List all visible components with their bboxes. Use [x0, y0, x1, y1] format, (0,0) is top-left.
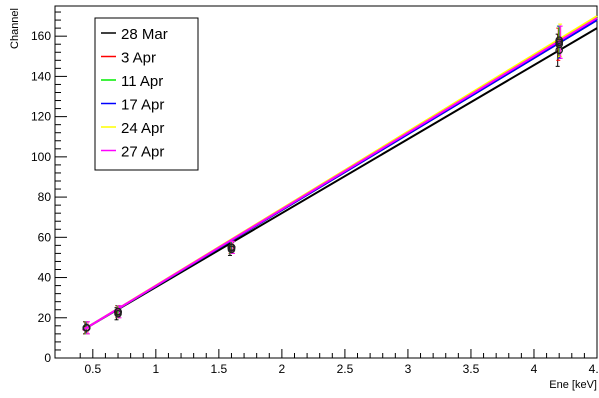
- legend-label: 3 Apr: [121, 50, 156, 67]
- data-point: [114, 307, 122, 316]
- series-layer: [82, 15, 598, 335]
- y-tick-label: 0: [44, 351, 51, 365]
- x-tick-label: 1: [152, 362, 159, 376]
- y-tick-label: 120: [31, 110, 51, 124]
- y-tick-label: 160: [31, 29, 51, 43]
- x-tick-label: 3.5: [463, 362, 480, 376]
- x-tick-label: 0.5: [84, 362, 101, 376]
- x-axis-title: Ene [keV]: [549, 379, 597, 391]
- y-tick-label: 40: [38, 271, 52, 285]
- y-tick-label: 20: [38, 311, 52, 325]
- x-tick-label: 2: [279, 362, 286, 376]
- x-tick-label: 4: [531, 362, 538, 376]
- data-point: [555, 38, 564, 47]
- legend: 28 Mar 3 Apr 11 Apr 17 Apr 24 Apr 27 Apr: [94, 17, 199, 171]
- legend-box: [94, 17, 199, 171]
- data-markers: [82, 36, 564, 332]
- legend-label: 28 Mar: [121, 26, 168, 43]
- y-tick-label: 60: [38, 230, 52, 244]
- fit-line: [82, 27, 598, 331]
- x-tick-label: 2.5: [337, 362, 354, 376]
- y-axis-title: Channel: [9, 8, 21, 49]
- x-axis: 0.5 1 1.5 2 2.5 3 3.5 4 4.5: [79, 349, 599, 376]
- x-tick-label: 3: [405, 362, 412, 376]
- legend-label: 11 Apr: [121, 73, 163, 90]
- x-tick-label: 1.5: [211, 362, 228, 376]
- data-point: [227, 243, 236, 252]
- series-27-apr: [82, 17, 598, 335]
- legend-label: 27 Apr: [121, 144, 164, 161]
- y-tick-label: 100: [31, 150, 51, 164]
- fit-line: [82, 17, 598, 331]
- legend-label: 17 Apr: [121, 97, 164, 114]
- y-tick-label: 140: [31, 69, 51, 83]
- y-axis: 0 20 40 60 80 100 120 140 160: [31, 11, 67, 365]
- data-point: [82, 323, 91, 332]
- x-tick-label: 4.5: [589, 362, 599, 376]
- legend-label: 24 Apr: [121, 120, 164, 137]
- y-tick-label: 80: [38, 190, 52, 204]
